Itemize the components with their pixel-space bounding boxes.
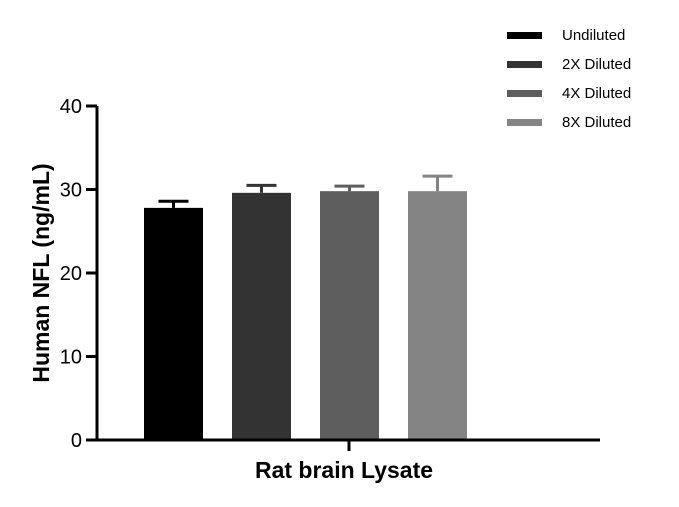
legend-label: 8X Diluted (562, 114, 631, 131)
error-bars-group (158, 174, 453, 208)
y-ticks-group: 0 10 20 30 40 (60, 96, 97, 452)
y-tick-label: 0 (71, 430, 82, 452)
legend-swatch (507, 90, 542, 97)
x-axis-title: Rat brain Lysate (255, 457, 433, 483)
legend-label: 4X Diluted (562, 85, 631, 102)
y-tick-label: 20 (60, 263, 82, 285)
y-tick-label: 40 (60, 96, 82, 118)
legend-label: Undiluted (562, 27, 625, 44)
legend-label: 2X Diluted (562, 56, 631, 73)
y-tick-label: 10 (60, 347, 82, 369)
y-tick-label: 30 (60, 180, 82, 202)
legend-swatch (507, 61, 542, 68)
bar-8x-diluted (408, 191, 467, 440)
bar-2x-diluted (232, 192, 291, 440)
bars-group (144, 191, 467, 440)
legend-swatch (507, 119, 542, 126)
bar-4x-diluted (320, 191, 379, 440)
legend: Undiluted 2X Diluted 4X Diluted 8X Diluted (507, 27, 631, 131)
bar-undiluted (144, 207, 203, 440)
y-axis-title: Human NFL (ng/mL) (28, 163, 54, 382)
legend-swatch (507, 32, 542, 39)
